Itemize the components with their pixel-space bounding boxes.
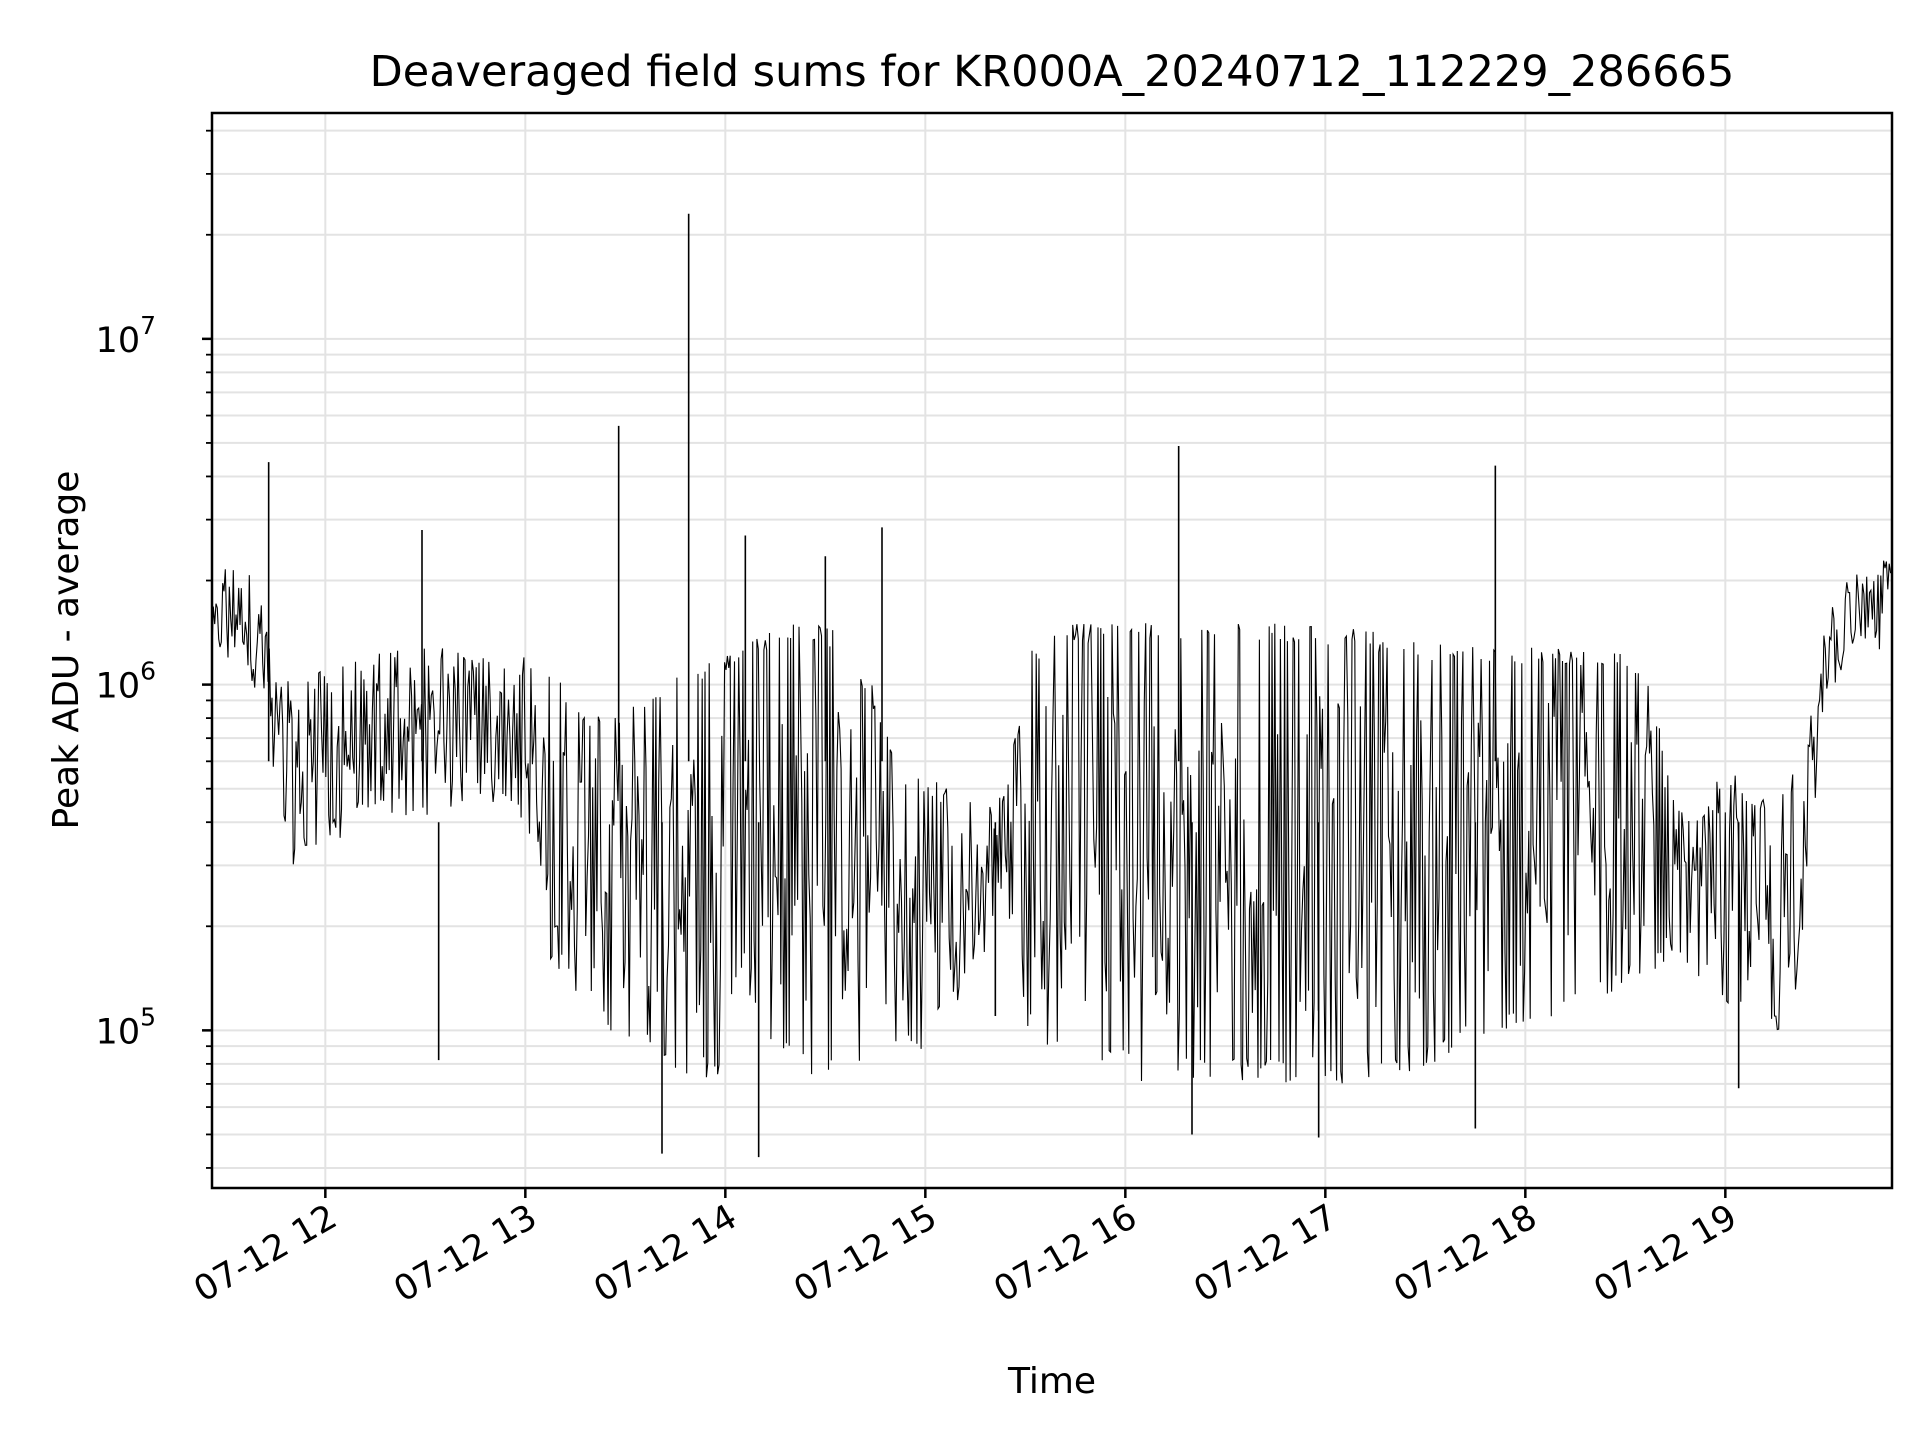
x-tick-label: 07-12 19 (1588, 1197, 1744, 1310)
x-tick-label: 07-12 14 (588, 1197, 744, 1310)
x-tick-label: 07-12 15 (788, 1197, 944, 1310)
y-tick-label: 106 (96, 657, 156, 707)
chart-title: Deaveraged field sums for KR000A_2024071… (370, 47, 1735, 97)
x-axis-label: Time (1007, 1361, 1096, 1402)
x-tick-label: 07-12 12 (188, 1197, 344, 1310)
y-axis-label: Peak ADU - average (46, 471, 87, 830)
x-tick-label: 07-12 16 (988, 1197, 1144, 1310)
x-tick-label: 07-12 18 (1388, 1197, 1544, 1310)
y-tick-label: 107 (96, 311, 156, 361)
x-tick-label: 07-12 17 (1188, 1197, 1344, 1310)
plot-frame (210, 111, 1894, 1190)
plot-area (211, 213, 1892, 1158)
y-tick-label: 105 (96, 1002, 156, 1052)
grid-lines (212, 113, 1892, 1188)
series-line (211, 560, 1892, 1084)
x-tick-label: 07-12 13 (388, 1197, 544, 1310)
